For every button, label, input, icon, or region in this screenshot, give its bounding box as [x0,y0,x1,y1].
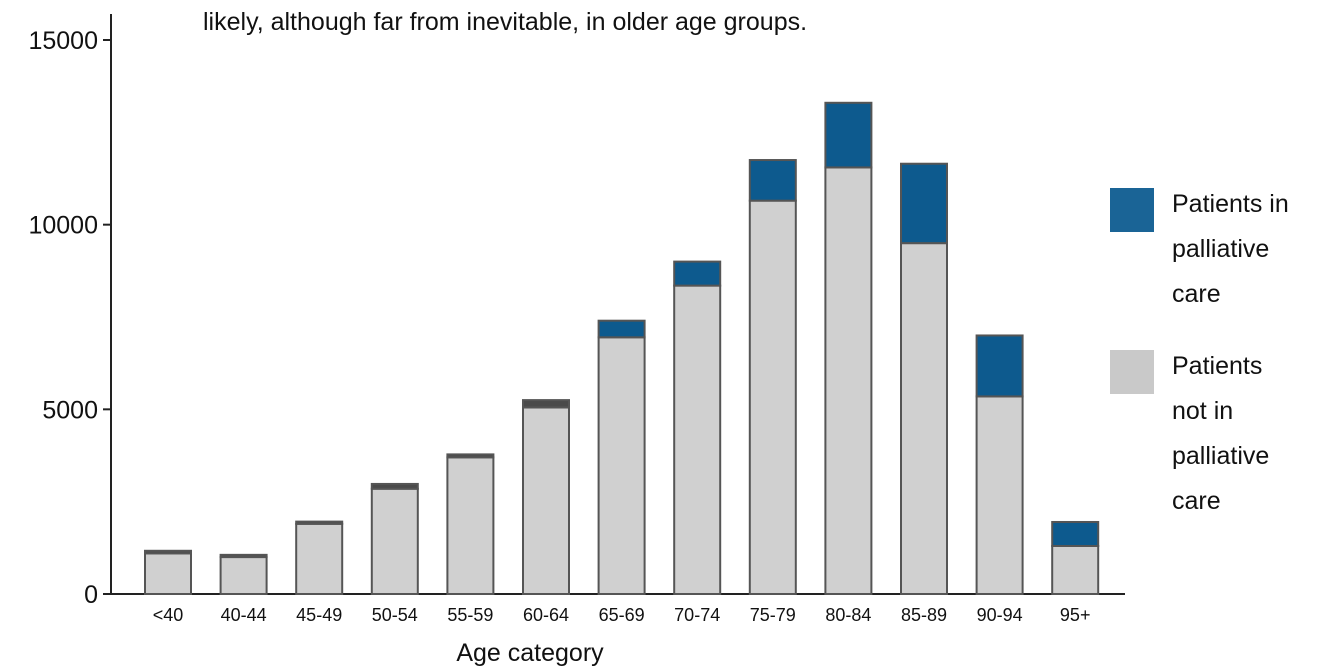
bar-not-palliative [219,556,268,595]
legend-swatch [1110,350,1154,394]
x-tick-label: 90-94 [977,605,1023,625]
bar-palliative [446,453,495,459]
legend-swatch [1110,188,1154,232]
x-tick-label: 40-44 [221,605,267,625]
bar-palliative [824,101,873,169]
x-tick-label: 75-79 [750,605,796,625]
bar-palliative [1051,520,1100,547]
bars [144,101,1100,596]
bar-not-palliative [824,166,873,595]
bar-palliative [673,260,722,287]
legend: Patients in palliative care Patients not in p… [1110,188,1289,515]
legend-label: care [1172,487,1221,515]
legend-label: palliative [1172,442,1269,470]
y-tick-label: 15000 [28,27,98,55]
bar-palliative [900,162,948,245]
legend-label: palliative [1172,235,1269,263]
chart-subtitle: likely, although far from inevitable, in… [203,8,807,36]
bar-palliative [370,482,419,490]
bar-not-palliative [900,242,948,595]
x-tick-label: 45-49 [296,605,342,625]
y-tick-label: 10000 [28,212,98,240]
bar-palliative [597,319,646,339]
x-tick-label: 60-64 [523,605,569,625]
bar-palliative [219,553,268,559]
y-ticks: 0 5000 10000 15000 [28,27,111,609]
x-tick-label: 85-89 [901,605,947,625]
y-tick-label: 0 [84,581,98,609]
bar-palliative [522,399,570,409]
bar-not-palliative [370,487,419,595]
legend-label: Patients [1172,352,1262,380]
x-tick-label: 70-74 [674,605,720,625]
legend-label: Patients in [1172,190,1289,218]
bar-not-palliative [522,406,570,595]
bar-not-palliative [975,395,1024,596]
x-axis-label: Age category [456,639,604,666]
x-tick-label: 95+ [1060,605,1091,625]
bar-palliative [748,159,797,202]
bar-palliative [975,334,1024,398]
y-tick-label: 5000 [42,396,98,424]
bar-not-palliative [673,284,722,595]
bar-not-palliative [446,456,495,596]
bar-palliative [295,520,344,525]
legend-label: not in [1172,397,1233,425]
bar-palliative [144,549,192,555]
legend-label: care [1172,280,1221,308]
bar-not-palliative [748,199,797,595]
bar-not-palliative [597,336,646,595]
x-tick-label: 50-54 [372,605,418,625]
bar-not-palliative [295,522,344,595]
x-ticks: <40 40-44 45-49 50-54 55-59 60-64 65-69 70-74 75… [153,605,1091,625]
bar-not-palliative [144,552,192,596]
x-tick-label: 80-84 [825,605,871,625]
bar-not-palliative [1051,544,1100,596]
x-tick-label: <40 [153,605,184,625]
x-tick-label: 65-69 [599,605,645,625]
x-tick-label: 55-59 [447,605,493,625]
